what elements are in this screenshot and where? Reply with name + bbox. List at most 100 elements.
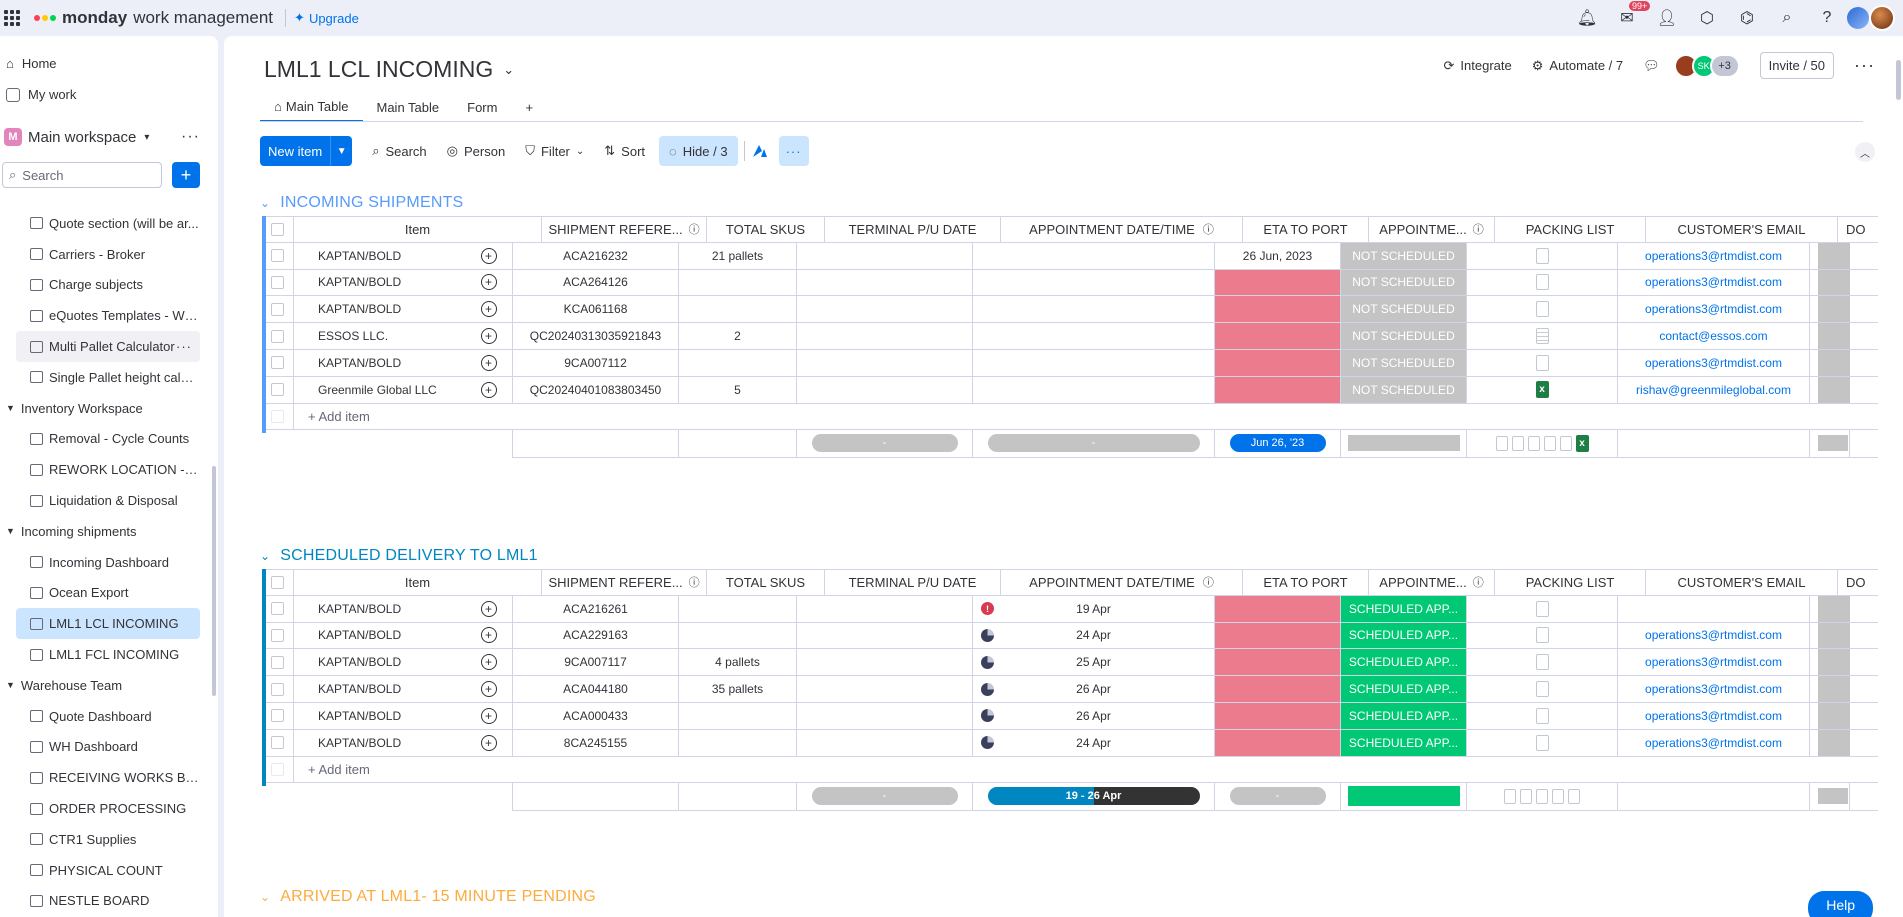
item-name-cell[interactable]: KAPTAN/BOLD (318, 275, 402, 290)
appointment-cell[interactable] (973, 269, 1215, 296)
sidebar-board-item[interactable]: ORDER PROCESSING (0, 793, 210, 824)
add-update-cell[interactable]: + (465, 323, 513, 349)
terminal-date-cell[interactable] (797, 622, 973, 649)
status-cell[interactable]: SCHEDULED APP... (1341, 622, 1467, 649)
row-checkbox[interactable] (262, 296, 294, 323)
table-row[interactable]: KAPTAN/BOLD + ACA229163 24 Apr SCHEDULED APP… (262, 622, 1878, 650)
skus-cell[interactable]: 35 pallets (679, 676, 797, 702)
add-item-row[interactable]: + Add item (262, 756, 1878, 783)
sidebar-folder[interactable]: ▼ Warehouse Team (0, 670, 210, 701)
tab-form[interactable]: Form (467, 99, 498, 115)
item-name-cell[interactable]: KAPTAN/BOLD (318, 655, 402, 670)
file-icon[interactable] (1535, 301, 1549, 318)
board-members[interactable]: SK +3 (1673, 53, 1740, 78)
appointment-cell[interactable] (973, 242, 1215, 269)
eta-cell[interactable] (1215, 269, 1341, 296)
file-icon[interactable] (1535, 274, 1549, 291)
skus-cell[interactable] (679, 702, 797, 729)
sidebar-board-item[interactable]: Quote section (will be ar... (0, 208, 210, 239)
column-header-do[interactable]: DO (1846, 574, 1866, 590)
packing-list-cell[interactable] (1467, 595, 1618, 622)
do-cell[interactable] (1810, 702, 1850, 729)
column-header-item[interactable]: Item (404, 221, 431, 237)
add-item-label[interactable]: + Add item (308, 761, 370, 777)
chevron-down-icon[interactable]: ▼ (330, 136, 352, 166)
file-icon[interactable] (1535, 734, 1549, 751)
eta-cell[interactable] (1215, 296, 1341, 323)
ref-cell[interactable]: ACA264126 (513, 269, 679, 296)
sidebar-board-item[interactable]: Carriers - Broker (0, 239, 210, 270)
terminal-date-cell[interactable] (797, 729, 973, 756)
appointment-cell[interactable]: 26 Apr (973, 702, 1215, 729)
search-icon[interactable]: ⌕ (1782, 9, 1792, 26)
skus-cell[interactable]: 4 pallets (679, 649, 797, 676)
automate-button[interactable]: ⚙ Automate / 7 (1532, 58, 1623, 74)
packing-list-cell[interactable] (1467, 296, 1618, 323)
appointment-cell[interactable] (973, 376, 1215, 403)
group-title[interactable]: ⌄ ARRIVED AT LML1- 15 MINUTE PENDING (260, 888, 596, 906)
sidebar-board-item[interactable]: LML1 FCL INCOMING (0, 639, 210, 670)
group-title[interactable]: ⌄ SCHEDULED DELIVERY TO LML1 (260, 547, 538, 565)
group-title[interactable]: ⌄ INCOMING SHIPMENTS (260, 194, 463, 212)
file-icon[interactable] (1535, 681, 1549, 698)
add-update-cell[interactable]: + (465, 269, 513, 296)
eta-cell[interactable] (1215, 349, 1341, 376)
eta-cell[interactable] (1215, 323, 1341, 349)
appointment-cell[interactable]: ! 19 Apr (973, 595, 1215, 622)
workspace-globe-icon[interactable] (1847, 7, 1869, 29)
add-update-cell[interactable]: + (465, 242, 513, 269)
packing-list-cell[interactable] (1467, 676, 1618, 702)
select-all-checkbox[interactable] (262, 570, 294, 595)
packing-list-cell[interactable] (1467, 622, 1618, 649)
do-cell[interactable] (1810, 269, 1850, 296)
status-cell[interactable]: NOT SCHEDULED (1341, 376, 1467, 403)
ref-cell[interactable]: ACA044180 (513, 676, 679, 702)
do-cell[interactable] (1810, 622, 1850, 649)
eta-cell[interactable] (1215, 676, 1341, 702)
sidebar-folder[interactable]: ▼ Inventory Workspace (0, 393, 210, 424)
email-cell[interactable]: operations3@rtmdist.com (1618, 649, 1810, 676)
email-cell[interactable]: operations3@rtmdist.com (1618, 676, 1810, 702)
email-cell[interactable] (1618, 595, 1810, 622)
skus-cell[interactable] (679, 349, 797, 376)
invite-button[interactable]: Invite / 50 (1759, 52, 1835, 79)
skus-cell[interactable]: 2 (679, 323, 797, 349)
column-header-status[interactable]: APPOINTME... ⓘ (1369, 570, 1495, 595)
packing-list-cell[interactable] (1467, 323, 1618, 349)
do-cell[interactable] (1810, 242, 1850, 269)
terminal-date-cell[interactable] (797, 323, 973, 349)
appointment-cell[interactable] (973, 323, 1215, 349)
logo[interactable]: monday work management (34, 8, 273, 28)
ref-cell[interactable]: ACA229163 (513, 622, 679, 649)
help-icon[interactable]: ? (1822, 9, 1832, 26)
file-icon[interactable] (1535, 354, 1549, 371)
status-cell[interactable]: NOT SCHEDULED (1341, 242, 1467, 269)
row-checkbox[interactable] (262, 702, 294, 729)
column-header-ref[interactable]: SHIPMENT REFERE... ⓘ (541, 217, 707, 242)
comment-icon[interactable]: 💬︎ (1643, 57, 1660, 73)
add-update-cell[interactable]: + (465, 376, 513, 403)
eta-cell[interactable]: 26 Jun, 2023 (1215, 242, 1341, 269)
filter-button[interactable]: ⛉ Filter ⌄ (515, 136, 594, 166)
skus-cell[interactable] (679, 595, 797, 622)
column-header-ref[interactable]: SHIPMENT REFERE... ⓘ (541, 570, 707, 595)
skus-cell[interactable]: 5 (679, 376, 797, 403)
email-cell[interactable]: operations3@rtmdist.com (1618, 622, 1810, 649)
table-row[interactable]: KAPTAN/BOLD + KCA061168 NOT SCHEDULED operat… (262, 296, 1878, 324)
sidebar-board-item[interactable]: Ocean Export (0, 578, 210, 609)
ref-cell[interactable]: QC20240313035921843 (513, 323, 679, 349)
add-view-button[interactable]: + (525, 99, 534, 115)
inbox-icon[interactable]: ✉︎ 99+ (1607, 0, 1651, 36)
more-actions-button[interactable]: ··· (778, 136, 809, 166)
add-item-label[interactable]: + Add item (308, 408, 370, 424)
column-header-email[interactable]: CUSTOMER'S EMAIL (1646, 217, 1838, 242)
ref-cell[interactable]: QC20240401083803450 (513, 376, 679, 403)
row-checkbox[interactable] (262, 242, 294, 269)
status-cell[interactable]: SCHEDULED APP... (1341, 649, 1467, 676)
terminal-date-cell[interactable] (797, 649, 973, 676)
sidebar-board-item[interactable]: eQuotes Templates - WCL (0, 300, 210, 331)
email-cell[interactable]: rishav@greenmileglobal.com (1618, 376, 1810, 403)
item-name-cell[interactable]: KAPTAN/BOLD (318, 355, 402, 370)
table-row[interactable]: ESSOS LLC. + QC20240313035921843 2 NOT SCHED… (262, 323, 1878, 350)
tab-main-table[interactable]: ⌂ Main Table (260, 92, 363, 122)
